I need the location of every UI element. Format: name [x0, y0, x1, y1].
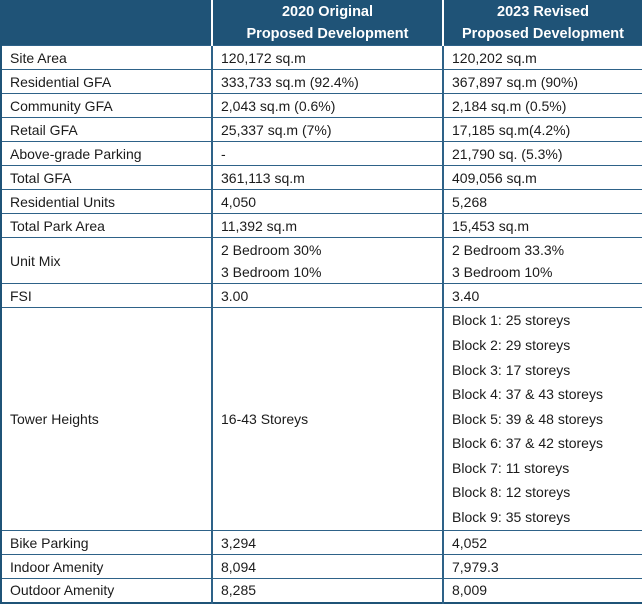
table-row-unit-mix: Unit Mix 2 Bedroom 30% 3 Bedroom 10% 2 B… [1, 237, 642, 284]
table-row-indoor-amenity: Indoor Amenity 8,094 7,979.3 [1, 554, 642, 579]
header-2020-original: 2020 Original Proposed Development [211, 1, 443, 46]
table-row-tower-heights: Tower Heights 16-43 Storeys Block 1: 25 … [1, 307, 642, 531]
value-2023: 367,897 sq.m (90%) [442, 69, 642, 94]
row-label: Bike Parking [1, 530, 213, 555]
value-2020: 120,172 sq.m [211, 45, 444, 70]
header-2023-revised: 2023 Revised Proposed Development [442, 1, 642, 46]
row-label: Outdoor Amenity [1, 578, 213, 603]
table-row-residential-units: Residential Units 4,050 5,268 [1, 189, 642, 214]
value-2020: - [211, 141, 444, 166]
value-2020: 361,113 sq.m [211, 165, 444, 190]
row-label: Above-grade Parking [1, 141, 213, 166]
row-label: Site Area [1, 45, 213, 70]
value-2020: 333,733 sq.m (92.4%) [211, 69, 444, 94]
value-2023: 7,979.3 [442, 554, 642, 579]
row-label: Indoor Amenity [1, 554, 213, 579]
value-2020: 16-43 Storeys [211, 307, 444, 531]
value-2023: 15,453 sq.m [442, 213, 642, 238]
table-row-bike-parking: Bike Parking 3,294 4,052 [1, 530, 642, 555]
value-2023: Block 1: 25 storeys Block 2: 29 storeys … [442, 307, 642, 531]
row-label: Unit Mix [1, 237, 213, 284]
value-2020: 25,337 sq.m (7%) [211, 117, 444, 142]
value-2020: 3.00 [211, 283, 444, 308]
table-row-above-grade-parking: Above-grade Parking - 21,790 sq. (5.3%) [1, 141, 642, 166]
header-empty-cell [1, 1, 212, 46]
value-2023: 8,009 [442, 578, 642, 603]
row-label: Total GFA [1, 165, 213, 190]
value-2020: 2 Bedroom 30% 3 Bedroom 10% [211, 237, 444, 284]
value-2020: 8,094 [211, 554, 444, 579]
table-row-total-park-area: Total Park Area 11,392 sq.m 15,453 sq.m [1, 213, 642, 238]
table-row-outdoor-amenity: Outdoor Amenity 8,285 8,009 [1, 578, 642, 603]
table-row-retail-gfa: Retail GFA 25,337 sq.m (7%) 17,185 sq.m(… [1, 117, 642, 142]
value-2023: 5,268 [442, 189, 642, 214]
table-row-fsi: FSI 3.00 3.40 [1, 283, 642, 308]
value-2020: 11,392 sq.m [211, 213, 444, 238]
value-2020: 3,294 [211, 530, 444, 555]
value-2020: 8,285 [211, 578, 444, 603]
table-row-total-gfa: Total GFA 361,113 sq.m 409,056 sq.m [1, 165, 642, 190]
value-2023: 409,056 sq.m [442, 165, 642, 190]
header-row: 2020 Original Proposed Development 2023 … [1, 1, 642, 46]
row-label: Total Park Area [1, 213, 213, 238]
value-2023: 21,790 sq. (5.3%) [442, 141, 642, 166]
row-label: Residential GFA [1, 69, 213, 94]
row-label: Tower Heights [1, 307, 213, 531]
value-2020: 4,050 [211, 189, 444, 214]
value-2023: 3.40 [442, 283, 642, 308]
value-2020: 2,043 sq.m (0.6%) [211, 93, 444, 118]
row-label: Residential Units [1, 189, 213, 214]
value-2023: 17,185 sq.m(4.2%) [442, 117, 642, 142]
table-row-residential-gfa: Residential GFA 333,733 sq.m (92.4%) 367… [1, 69, 642, 94]
row-label: Community GFA [1, 93, 213, 118]
row-label: Retail GFA [1, 117, 213, 142]
value-2023: 4,052 [442, 530, 642, 555]
value-2023: 2,184 sq.m (0.5%) [442, 93, 642, 118]
table-row-site-area: Site Area 120,172 sq.m 120,202 sq.m [1, 45, 642, 70]
value-2023: 120,202 sq.m [442, 45, 642, 70]
table-row-community-gfa: Community GFA 2,043 sq.m (0.6%) 2,184 sq… [1, 93, 642, 118]
row-label: FSI [1, 283, 213, 308]
value-2023: 2 Bedroom 33.3% 3 Bedroom 10% [442, 237, 642, 284]
